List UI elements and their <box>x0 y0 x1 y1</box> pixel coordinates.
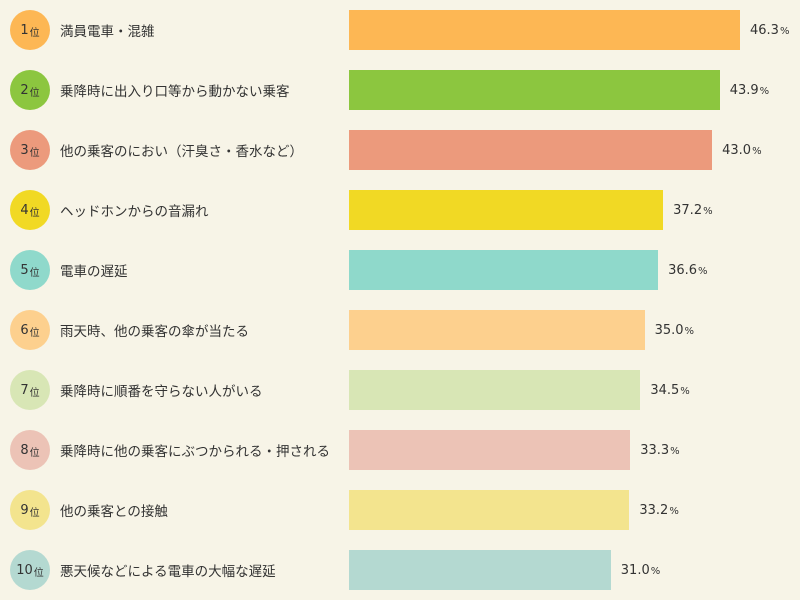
chart-row: 5 位電車の遅延 36.6% <box>0 250 800 290</box>
rank-suffix: 位 <box>29 87 40 99</box>
value-number: 43.9 <box>729 82 759 98</box>
category-label: 悪天候などによる電車の大幅な遅延 <box>60 564 276 580</box>
value-number: 34.5 <box>650 382 680 398</box>
category-label: 電車の遅延 <box>60 264 128 280</box>
bar <box>349 430 631 470</box>
value-label: 35.0% <box>655 310 694 350</box>
category-label: ヘッドホンからの音漏れ <box>60 204 209 220</box>
value-label: 36.6% <box>668 250 707 290</box>
bar <box>349 130 713 170</box>
category-label: 乗降時に他の乗客にぶつかられる・押される <box>60 444 330 460</box>
value-number: 31.0 <box>620 562 650 578</box>
category-label: 他の乗客との接触 <box>60 504 168 520</box>
rank-suffix: 位 <box>29 507 40 519</box>
chart-row: 2 位乗降時に出入り口等から動かない乗客 43.9% <box>0 70 800 110</box>
percent-sign: % <box>698 265 708 277</box>
category-label: 満員電車・混雑 <box>60 24 155 40</box>
value-number: 33.3 <box>640 442 670 458</box>
bar <box>349 10 740 50</box>
value-label: 43.0% <box>722 130 761 170</box>
value-label: 33.3% <box>640 430 679 470</box>
chart-row: 1 位満員電車・混雑 46.3% <box>0 10 800 50</box>
chart-row: 8 位乗降時に他の乗客にぶつかられる・押される 33.3% <box>0 430 800 470</box>
rank-number: 5 <box>20 262 29 278</box>
bar <box>349 550 611 590</box>
percent-sign: % <box>670 445 680 457</box>
chart-row: 4 位ヘッドホンからの音漏れ 37.2% <box>0 190 800 230</box>
value-number: 36.6 <box>668 262 698 278</box>
percent-sign: % <box>759 85 770 97</box>
rank-suffix: 位 <box>29 27 40 39</box>
rank-number: 1 <box>20 22 29 38</box>
percent-sign: % <box>752 145 762 157</box>
value-number: 43.0 <box>722 142 752 158</box>
bar <box>349 250 659 290</box>
bar <box>349 490 630 530</box>
rank-suffix: 位 <box>33 567 44 579</box>
rank-suffix: 位 <box>29 147 40 159</box>
value-number: 35.0 <box>654 322 684 338</box>
rank-suffix: 位 <box>29 327 40 339</box>
rank-number: 10 <box>16 562 33 578</box>
bar <box>349 310 645 350</box>
bar <box>349 70 720 110</box>
chart-row: 7 位乗降時に順番を守らない人がいる 34.5% <box>0 370 800 410</box>
category-label: 他の乗客のにおい（汗臭さ・香水など） <box>60 144 303 160</box>
category-label: 乗降時に順番を守らない人がいる <box>60 384 263 400</box>
category-label: 乗降時に出入り口等から動かない乗客 <box>60 84 290 100</box>
value-label: 33.2% <box>639 490 678 530</box>
rank-suffix: 位 <box>29 267 40 279</box>
chart-row: 9 位他の乗客との接触 33.2% <box>0 490 800 530</box>
chart-row: 6 位雨天時、他の乗客の傘が当たる 35.0% <box>0 310 800 350</box>
value-label: 43.9% <box>730 70 769 110</box>
rank-number: 4 <box>20 202 29 218</box>
value-number: 46.3 <box>750 22 779 38</box>
percent-sign: % <box>779 25 790 37</box>
value-label: 34.5% <box>650 370 689 410</box>
percent-sign: % <box>684 325 695 337</box>
value-number: 33.2 <box>639 502 669 518</box>
value-label: 31.0% <box>621 550 660 590</box>
rank-number: 6 <box>20 322 29 338</box>
percent-sign: % <box>680 385 690 397</box>
chart-row: 10 位悪天候などによる電車の大幅な遅延 31.0% <box>0 550 800 590</box>
rank-number: 8 <box>20 442 29 458</box>
value-number: 37.2 <box>673 202 703 218</box>
rank-suffix: 位 <box>29 387 40 399</box>
percent-sign: % <box>703 205 713 217</box>
rank-number: 2 <box>20 82 29 98</box>
rank-badge: 10 位 <box>10 550 50 590</box>
bar <box>349 370 641 410</box>
chart-row: 3 位他の乗客のにおい（汗臭さ・香水など） 43.0% <box>0 130 800 170</box>
rank-number: 3 <box>20 142 29 158</box>
category-label: 雨天時、他の乗客の傘が当たる <box>60 324 249 340</box>
value-label: 37.2% <box>673 190 712 230</box>
rank-suffix: 位 <box>29 447 40 459</box>
percent-sign: % <box>650 565 661 577</box>
rank-number: 9 <box>20 502 29 518</box>
rank-suffix: 位 <box>29 207 40 219</box>
value-label: 46.3% <box>750 10 789 50</box>
percent-sign: % <box>669 505 679 517</box>
bar <box>349 190 664 230</box>
rank-number: 7 <box>20 382 29 398</box>
